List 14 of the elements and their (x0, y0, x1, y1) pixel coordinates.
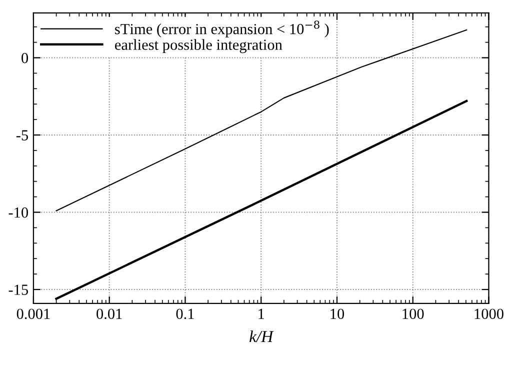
y-tick-label: -10 (8, 207, 28, 218)
x-tick-label: 1 (258, 308, 264, 319)
legend-label: earliest possible integration (115, 39, 282, 54)
x-tick-label: 0.001 (16, 308, 50, 320)
legend-label: sTime (error in expansion < 10$^{−8}$ ) (115, 20, 329, 38)
x-tick-label: 0.01 (96, 308, 122, 320)
x-tick-label: 100 (402, 308, 424, 320)
x-tick-label: 10 (330, 308, 344, 320)
y-tick-label: -15 (8, 284, 28, 295)
y-tick-label: 0 (22, 52, 28, 64)
y-tick-label: -5 (16, 130, 28, 140)
x-axis-title: k/H (250, 330, 274, 342)
x-tick-label: 0.1 (176, 308, 194, 320)
x-tick-label: 1000 (474, 308, 504, 320)
